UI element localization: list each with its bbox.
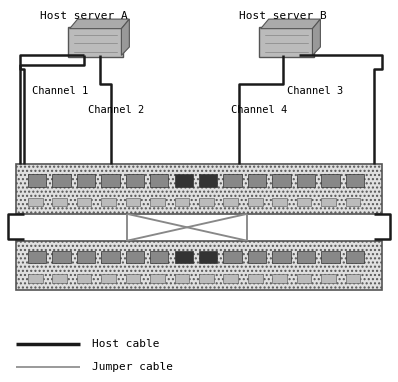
Bar [126,274,140,283]
Bar [28,274,43,283]
Polygon shape [70,19,129,29]
Bar [52,274,67,283]
Bar [199,174,217,186]
Bar [223,197,238,206]
Bar [150,197,165,206]
Bar [150,251,168,263]
Bar [346,251,364,263]
Text: Host cable: Host cable [92,339,159,349]
Bar [126,174,144,186]
Polygon shape [261,19,320,29]
FancyBboxPatch shape [68,27,123,57]
Bar [77,174,95,186]
Bar [346,274,360,283]
Bar [297,274,312,283]
Bar [272,251,291,263]
Bar [297,174,315,186]
Bar [28,251,46,263]
Bar [272,274,287,283]
Polygon shape [121,19,129,55]
Bar [346,197,360,206]
Bar [321,274,336,283]
Bar [199,274,214,283]
Bar [346,174,364,186]
Bar [28,197,43,206]
Text: Channel 1: Channel 1 [32,86,88,96]
Bar [77,274,92,283]
FancyBboxPatch shape [16,241,382,290]
Bar [248,174,266,186]
Bar [101,274,116,283]
Bar [175,197,189,206]
Bar [150,174,168,186]
Bar [52,251,71,263]
Bar [223,174,242,186]
Text: Host server B: Host server B [239,11,326,21]
Text: Channel 4: Channel 4 [231,105,287,115]
Bar [175,274,189,283]
Bar [150,274,165,283]
Bar [28,174,46,186]
Bar [248,251,266,263]
Polygon shape [312,19,320,55]
Text: Host server A: Host server A [40,11,127,21]
Bar [52,197,67,206]
Bar [272,174,291,186]
Bar [77,251,95,263]
Bar [272,197,287,206]
Bar [297,197,312,206]
Bar [77,197,92,206]
Bar [101,251,119,263]
Bar [101,174,119,186]
Bar [321,174,339,186]
FancyBboxPatch shape [259,27,314,57]
Bar [223,274,238,283]
Bar [126,251,144,263]
Text: Channel 2: Channel 2 [88,105,144,115]
Bar [297,251,315,263]
Bar [223,251,242,263]
Text: Channel 3: Channel 3 [287,86,343,96]
FancyBboxPatch shape [16,164,382,214]
Bar [321,251,339,263]
Bar [248,197,263,206]
Bar [126,197,140,206]
Bar [175,251,193,263]
Bar [321,197,336,206]
Bar [101,197,116,206]
Bar [199,251,217,263]
Bar [248,274,263,283]
Bar [175,174,193,186]
Bar [199,197,214,206]
Bar [52,174,71,186]
Text: Jumper cable: Jumper cable [92,362,173,372]
